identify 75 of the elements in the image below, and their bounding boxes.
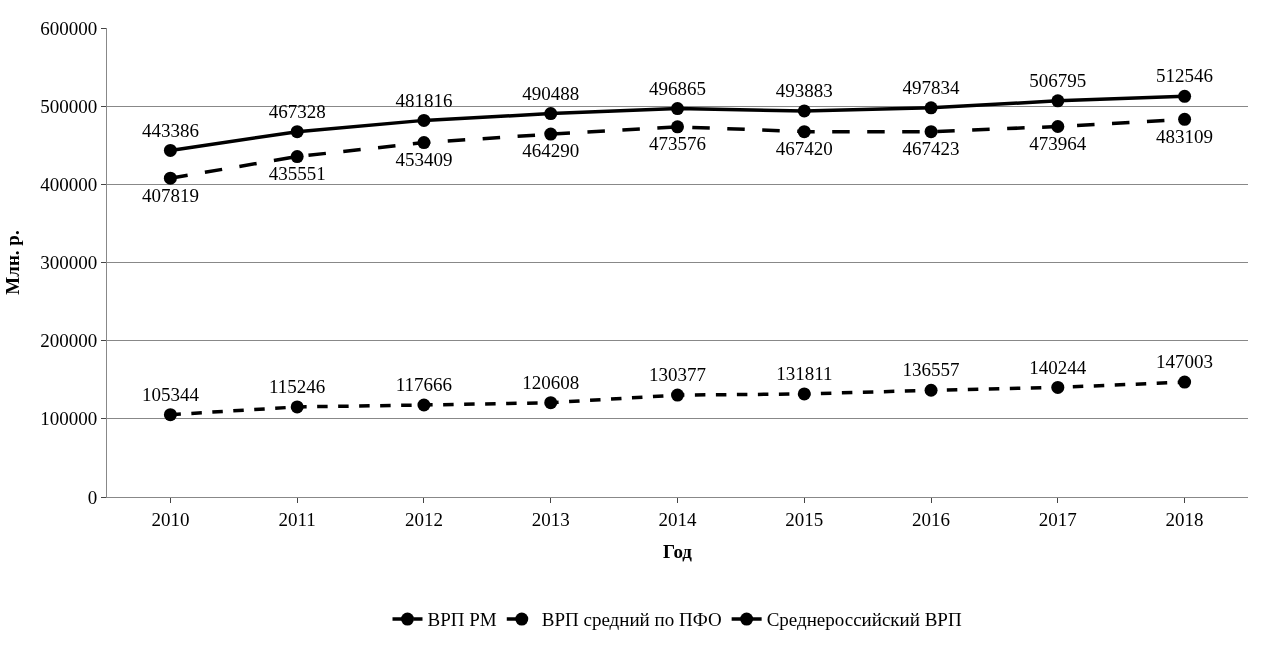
x-tick-label: 2016 bbox=[912, 508, 951, 530]
data-label: 467420 bbox=[775, 138, 833, 160]
point bbox=[163, 171, 177, 185]
x-tick-label: 2010 bbox=[151, 508, 190, 530]
y-tick-label: 0 bbox=[87, 486, 98, 508]
point bbox=[671, 388, 684, 402]
point bbox=[290, 400, 304, 414]
point bbox=[671, 120, 684, 134]
data-label: 120608 bbox=[522, 371, 580, 393]
data-label: 493883 bbox=[775, 80, 833, 102]
data-label: 136557 bbox=[902, 359, 960, 381]
point bbox=[797, 125, 811, 139]
data-label: 130377 bbox=[649, 364, 706, 386]
data-label: 131811 bbox=[776, 363, 833, 385]
data-label: 512546 bbox=[1156, 65, 1214, 87]
point bbox=[544, 396, 558, 410]
point bbox=[290, 150, 304, 164]
x-tick-label: 2011 bbox=[278, 508, 316, 530]
legend-label: ВРП средний по ПФО bbox=[541, 609, 722, 631]
data-label: 117666 bbox=[395, 374, 453, 396]
y-axis-title: Млн. р. bbox=[2, 230, 24, 295]
data-label: 140244 bbox=[1029, 356, 1087, 378]
point bbox=[671, 102, 684, 116]
data-label: 473964 bbox=[1029, 132, 1087, 154]
legend-label: Среднероссийский ВРП bbox=[766, 609, 962, 631]
y-tick-label: 100000 bbox=[40, 408, 98, 430]
y-tick-label: 400000 bbox=[40, 173, 98, 195]
data-label: 115246 bbox=[269, 376, 326, 398]
y-tick-label: 300000 bbox=[40, 252, 98, 274]
data-label: 464290 bbox=[522, 140, 580, 162]
point bbox=[1178, 89, 1192, 103]
x-tick-label: 2014 bbox=[658, 508, 697, 530]
data-label: 147003 bbox=[1156, 351, 1214, 373]
data-label: 467328 bbox=[268, 100, 326, 122]
x-tick-label: 2012 bbox=[404, 508, 443, 530]
x-tick-label: 2015 bbox=[785, 508, 824, 530]
data-label: 407819 bbox=[141, 184, 199, 206]
y-tick-label: 200000 bbox=[40, 330, 98, 352]
data-label: 473576 bbox=[649, 133, 706, 155]
legend-label: ВРП РМ bbox=[427, 609, 497, 631]
x-tick-label: 2017 bbox=[1038, 508, 1077, 530]
data-label: 506795 bbox=[1029, 69, 1087, 91]
x-tick-label: 2018 bbox=[1165, 508, 1204, 530]
point bbox=[1051, 380, 1065, 394]
point bbox=[417, 113, 431, 127]
data-label: 483109 bbox=[1156, 125, 1214, 147]
point bbox=[163, 143, 177, 157]
point bbox=[163, 408, 177, 422]
data-label: 467423 bbox=[902, 138, 960, 160]
point bbox=[417, 136, 431, 150]
data-label: 443386 bbox=[141, 119, 199, 141]
x-tick-label: 2013 bbox=[531, 508, 570, 530]
data-label: 105344 bbox=[141, 383, 200, 405]
point bbox=[1051, 94, 1065, 108]
data-label: 453409 bbox=[395, 148, 453, 170]
point bbox=[1178, 375, 1192, 389]
data-label: 497834 bbox=[902, 76, 961, 98]
point bbox=[417, 398, 431, 412]
data-label: 481816 bbox=[395, 89, 453, 111]
data-label: 435551 bbox=[268, 162, 326, 184]
y-tick-label: 500000 bbox=[40, 95, 98, 117]
point bbox=[797, 387, 811, 401]
data-label: 496865 bbox=[649, 77, 706, 99]
point bbox=[1051, 120, 1065, 134]
point bbox=[924, 101, 938, 115]
point bbox=[544, 107, 558, 121]
point bbox=[797, 104, 811, 118]
x-axis-title: Год bbox=[663, 540, 693, 562]
y-tick-label: 600000 bbox=[40, 17, 98, 39]
point bbox=[924, 125, 938, 139]
data-label: 490488 bbox=[522, 82, 580, 104]
point bbox=[544, 127, 558, 141]
point bbox=[290, 125, 304, 139]
point bbox=[1178, 112, 1192, 126]
point bbox=[924, 383, 938, 397]
